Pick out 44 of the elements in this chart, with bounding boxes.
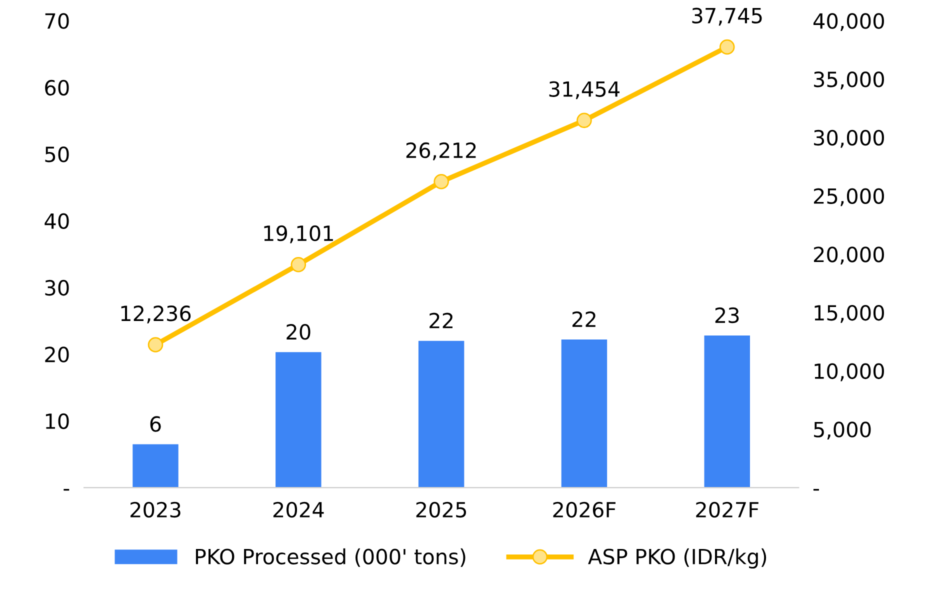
y2-tick-label: 40,000 [813,13,884,32]
y2-tick-label: 5,000 [814,422,871,440]
bar [561,340,608,488]
bar [704,336,750,488]
y-tick-label: 40 [44,213,69,229]
data-label: 20 [286,324,310,340]
point [576,112,592,128]
data-label: 6 [150,416,161,432]
y2-tick-label: 35,000 [814,72,884,90]
data-label: 31,454 [549,81,620,100]
data-label: 12,236 [121,306,191,324]
y-tick-label: 60 [45,80,69,96]
y2-tick-label: 10,000 [814,363,884,382]
legend-label: ASP PKO (IDR/kg) [588,548,766,569]
x-tick-label: 2023 [130,502,180,518]
y2-tick-label: 15,000 [814,304,884,323]
y-tick-label: 20 [45,346,69,362]
point [434,174,449,190]
y-tick-label: 10 [46,413,69,430]
bar [418,340,464,488]
y2-tick-label: 20,000 [814,246,884,264]
bar [132,444,178,488]
point [148,337,164,352]
point [290,256,306,272]
data-label: 37,745 [692,8,762,26]
data-label: 23 [715,307,739,324]
y2-tick-label: - [813,488,819,491]
y-tick-label: 50 [45,146,69,162]
data-label: 26,212 [406,142,476,160]
point [719,39,735,55]
y2-tick-label: 30,000 [814,130,884,148]
y-tick-label: 70 [45,13,69,29]
data-label: 19,101 [264,225,333,244]
x-tick-label: 2024 [273,502,324,518]
y-tick-label: - [64,488,70,491]
legend-label: PKO Processed (000' tons) [196,548,466,567]
y2-tick-label: 25,000 [814,188,884,206]
x-tick-label: 2025 [416,502,466,518]
data-label: 22 [572,311,596,327]
data-label: 22 [430,312,452,328]
y-tick-label: 30 [45,280,69,296]
x-tick-label: 2026F [553,502,616,518]
x-tick-label: 2027F [696,502,758,518]
bar [276,352,322,488]
